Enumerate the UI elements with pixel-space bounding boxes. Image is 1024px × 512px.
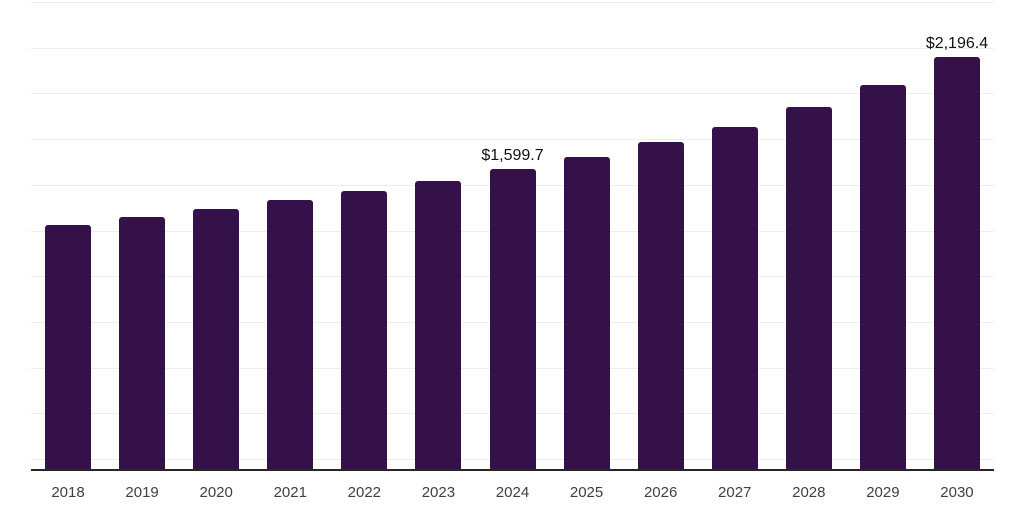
bar-2023[interactable] <box>415 180 462 470</box>
x-tick-2024: 2024 <box>495 484 530 501</box>
bar-2018[interactable] <box>45 225 92 470</box>
x-tick-2021: 2021 <box>273 484 307 501</box>
x-tick-2022: 2022 <box>347 484 382 501</box>
bar-2019[interactable] <box>119 216 166 470</box>
bar-2029[interactable] <box>859 84 906 470</box>
gridline <box>31 47 994 49</box>
bar-2025[interactable] <box>563 156 610 470</box>
gridline <box>31 93 994 95</box>
x-tick-2026: 2026 <box>643 484 678 501</box>
x-tick-2018: 2018 <box>51 484 85 501</box>
x-tick-2027: 2027 <box>718 484 752 501</box>
x-tick-2029: 2029 <box>866 484 900 501</box>
bar-2026[interactable] <box>637 142 684 470</box>
bar-2022[interactable] <box>341 190 388 470</box>
x-tick-2030: 2030 <box>940 484 974 501</box>
bar-2020[interactable] <box>193 208 240 470</box>
x-tick-2028: 2028 <box>792 484 826 501</box>
x-tick-2020: 2020 <box>199 484 233 501</box>
x-tick-2023: 2023 <box>421 484 456 501</box>
value-label-2030: $2,196.4 <box>925 35 989 53</box>
x-tick-2025: 2025 <box>569 484 604 501</box>
gridline <box>31 139 994 141</box>
value-label-2024: $1,599.7 <box>481 147 544 165</box>
gridline <box>31 2 994 3</box>
bar-2030[interactable] <box>933 57 980 470</box>
x-tick-2019: 2019 <box>125 484 159 501</box>
x-axis-line <box>31 469 994 471</box>
bar-2028[interactable] <box>785 107 832 470</box>
bar-2021[interactable] <box>267 199 314 470</box>
bar-2027[interactable] <box>711 126 758 470</box>
bar-2024[interactable] <box>489 169 536 470</box>
